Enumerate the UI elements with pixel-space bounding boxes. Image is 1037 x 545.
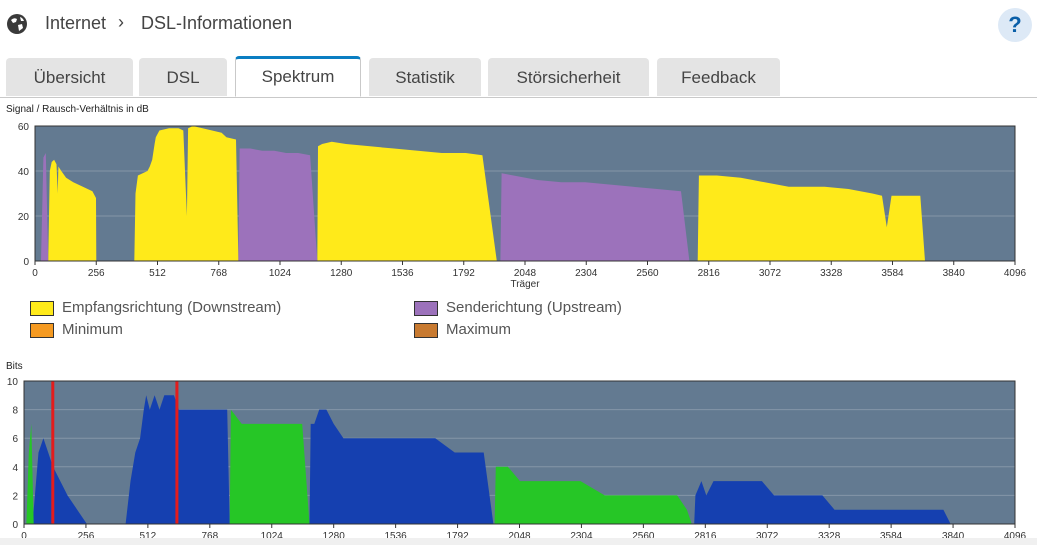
x-tick-label: 2816: [694, 531, 717, 538]
series-area-0-3: [694, 481, 951, 524]
x-tick-label: 256: [88, 268, 105, 279]
x-tick-label: 768: [210, 268, 227, 279]
page-title: DSL-Informationen: [141, 13, 293, 33]
series-area-1-0: [41, 153, 49, 261]
series-area-1-1: [229, 409, 310, 524]
y-tick-label: 0: [23, 257, 29, 268]
y-tick-label: 6: [12, 434, 18, 445]
legend-swatch-downstream: [30, 301, 54, 316]
x-tick-label: 768: [201, 531, 218, 538]
x-tick-label: 3328: [818, 531, 841, 538]
legend-label-upstream: Senderichtung (Upstream): [446, 299, 622, 316]
series-area-0-0: [32, 438, 87, 524]
series-area-1-0: [26, 423, 34, 524]
help-button[interactable]: ?: [998, 8, 1032, 42]
x-tick-label: 1024: [261, 531, 284, 538]
x-tick-label: 0: [21, 531, 27, 538]
breadcrumb: Internet › DSL-Informationen ?: [0, 0, 1037, 50]
legend-label-downstream: Empfangsrichtung (Downstream): [62, 299, 282, 316]
x-axis-label: Träger: [510, 279, 540, 290]
snr-chart: 0 256 512 768 1024 1280 1536 1792 2048 2304 2560 28…: [18, 122, 1027, 290]
y-tick-label: 0: [12, 520, 18, 531]
x-tick-label: 4096: [1004, 268, 1027, 279]
tab-feedback[interactable]: Feedback: [657, 58, 780, 96]
legend-swatch-minimum: [30, 323, 54, 338]
x-tick-label: 2048: [508, 531, 531, 538]
chevron-right-icon: ›: [118, 12, 124, 32]
x-tick-label: 3072: [759, 268, 782, 279]
x-tick-label: 2560: [636, 268, 659, 279]
tab-spektrum[interactable]: Spektrum: [235, 56, 361, 97]
x-tick-label: 3840: [942, 531, 965, 538]
y-tick-label: 8: [12, 406, 18, 417]
x-tick-label: 2816: [698, 268, 721, 279]
legend-swatch-upstream: [414, 301, 438, 316]
x-tick-label: 2048: [514, 268, 537, 279]
x-tick-label: 1536: [385, 531, 408, 538]
bits-chart: 0 256 512 768 1024 1280 1536 1792 2048 2304 2560 28…: [7, 377, 1027, 538]
x-tick-label: 1024: [269, 268, 292, 279]
x-tick-label: 3584: [881, 268, 904, 279]
x-tick-label: 0: [32, 268, 38, 279]
y-tick-label: 40: [18, 167, 30, 178]
series-area-2-0: [697, 175, 925, 261]
x-tick-label: 3584: [880, 531, 903, 538]
y-tick-label: 20: [18, 212, 30, 223]
x-tick-label: 1280: [323, 531, 346, 538]
y-tick-label: 2: [12, 491, 18, 502]
legend-label-maximum: Maximum: [446, 321, 512, 338]
tab-stoersicherheit[interactable]: Störsicherheit: [488, 58, 649, 96]
x-tick-label: 3840: [943, 268, 966, 279]
tab-dsl[interactable]: DSL: [139, 58, 227, 96]
legend-swatch-maximum: [414, 323, 438, 338]
snr-chart-title: Signal / Rausch-Verhältnis in dB: [6, 104, 149, 115]
x-tick-label: 1792: [453, 268, 476, 279]
x-tick-label: 1792: [446, 531, 469, 538]
bits-chart-title: Bits: [6, 361, 23, 372]
x-tick-label: 2304: [575, 268, 598, 279]
x-tick-label: 1536: [391, 268, 414, 279]
legend-label-minimum: Minimum: [62, 321, 123, 338]
x-tick-label: 1280: [330, 268, 353, 279]
breadcrumb-internet[interactable]: Internet: [45, 13, 107, 33]
series-area-0-0: [48, 159, 97, 261]
y-tick-label: 10: [7, 377, 19, 388]
series-area-1-2: [494, 466, 692, 524]
x-tick-label: 4096: [1004, 531, 1027, 538]
series-area-0-1: [134, 126, 239, 261]
x-tick-label: 2304: [570, 531, 593, 538]
tab-statistik[interactable]: Statistik: [369, 58, 481, 96]
x-tick-label: 3072: [756, 531, 779, 538]
y-tick-label: 60: [18, 122, 30, 133]
series-area-1-1: [238, 148, 318, 261]
series-area-1-2: [500, 173, 690, 261]
x-tick-label: 256: [78, 531, 95, 538]
y-tick-label: 4: [12, 463, 18, 474]
x-tick-label: 3328: [820, 268, 843, 279]
horizontal-scrollbar[interactable]: [0, 538, 1037, 545]
x-tick-label: 512: [149, 268, 166, 279]
series-area-0-2: [317, 141, 497, 261]
x-tick-label: 2560: [632, 531, 655, 538]
tab-uebersicht[interactable]: Übersicht: [6, 58, 133, 96]
globe-icon: [7, 14, 27, 34]
series-area-0-2: [309, 409, 494, 524]
x-tick-label: 512: [140, 531, 157, 538]
legend: Empfangsrichtung (Downstream) Sendericht…: [30, 299, 650, 341]
tab-bar: Übersicht DSL Spektrum Statistik Störsic…: [0, 56, 1037, 98]
